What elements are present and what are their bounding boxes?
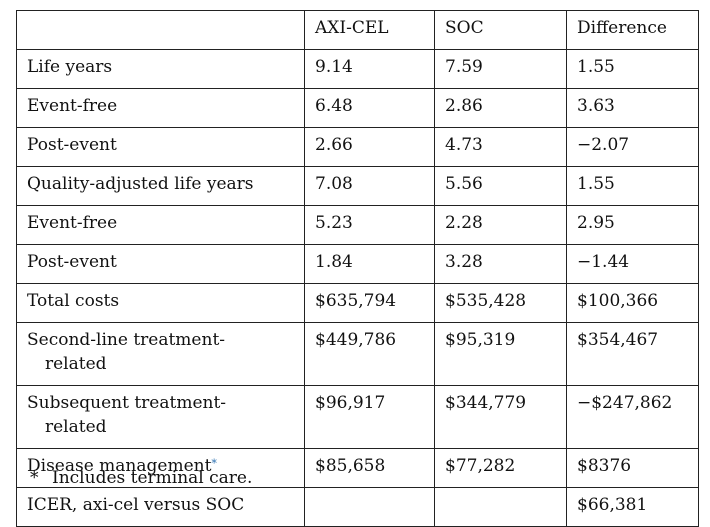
cell-axicel (304, 487, 435, 527)
cell-axicel: $96,917 (304, 385, 435, 449)
footnote: * Includes terminal care. (30, 466, 252, 490)
cell-soc: 4.73 (434, 127, 567, 167)
header-cell-label (16, 10, 305, 50)
row-label: ICER, axi-cel versus SOC (16, 487, 305, 527)
table-row: ICER, axi-cel versus SOC $66,381 (16, 487, 699, 527)
cell-difference: −$247,862 (566, 385, 699, 449)
cell-soc: 3.28 (434, 244, 567, 284)
cell-axicel: 7.08 (304, 166, 435, 206)
row-label: Post-event (16, 244, 305, 284)
cell-axicel: 1.84 (304, 244, 435, 284)
cell-difference: $100,366 (566, 283, 699, 323)
row-label: Quality-adjusted life years (16, 166, 305, 206)
row-label-text: Disease management (27, 456, 212, 476)
row-label-line1: Subsequent treatment- (27, 393, 227, 413)
row-label: Event-free (16, 88, 305, 128)
cell-soc: 2.86 (434, 88, 567, 128)
row-label: Post-event (16, 127, 305, 167)
cell-soc: 5.56 (434, 166, 567, 206)
table-row: Total costs $635,794 $535,428 $100,366 (16, 283, 699, 323)
cell-difference: 1.55 (566, 166, 699, 206)
cell-soc: $95,319 (434, 322, 567, 386)
table-row: Event-free 6.48 2.86 3.63 (16, 88, 699, 128)
footnote-marker: * (30, 468, 39, 488)
cell-axicel: $449,786 (304, 322, 435, 386)
cell-soc: 7.59 (434, 49, 567, 89)
row-label: Event-free (16, 205, 305, 245)
cell-difference: $66,381 (566, 487, 699, 527)
table-row: Post-event 1.84 3.28 −1.44 (16, 244, 699, 284)
table-row: Event-free 5.23 2.28 2.95 (16, 205, 699, 245)
table-row: Post-event 2.66 4.73 −2.07 (16, 127, 699, 167)
table-row: Life years 9.14 7.59 1.55 (16, 49, 699, 89)
header-cell-difference: Difference (566, 10, 699, 50)
cell-difference: −2.07 (566, 127, 699, 167)
footnote-text: Includes terminal care. (52, 468, 253, 488)
row-label: Life years (16, 49, 305, 89)
row-label-line1: Second-line treatment- (27, 330, 226, 350)
row-label: Subsequent treatment- related (16, 385, 305, 449)
cell-difference: −1.44 (566, 244, 699, 284)
cell-soc: $535,428 (434, 283, 567, 323)
footnote-link[interactable]: * (211, 457, 217, 470)
cell-axicel: 2.66 (304, 127, 435, 167)
cell-axicel: 9.14 (304, 49, 435, 89)
cell-difference: 3.63 (566, 88, 699, 128)
cell-difference: $354,467 (566, 322, 699, 386)
row-label-line2: related (45, 417, 107, 437)
cell-soc (434, 487, 567, 527)
table-row: Quality-adjusted life years 7.08 5.56 1.… (16, 166, 699, 206)
table-row: Disease management* $85,658 $77,282 $837… (16, 448, 699, 488)
cell-axicel: 5.23 (304, 205, 435, 245)
table-row: Second-line treatment- related $449,786 … (16, 322, 699, 386)
cell-axicel: $635,794 (304, 283, 435, 323)
row-label-line2: related (45, 354, 107, 374)
cell-difference: 2.95 (566, 205, 699, 245)
header-row: AXI-CEL SOC Difference (16, 10, 699, 50)
cell-soc: $344,779 (434, 385, 567, 449)
cell-difference: $8376 (566, 448, 699, 488)
table-row: Subsequent treatment- related $96,917 $3… (16, 385, 699, 449)
cell-soc: 2.28 (434, 205, 567, 245)
cell-soc: $77,282 (434, 448, 567, 488)
cell-axicel: $85,658 (304, 448, 435, 488)
cell-difference: 1.55 (566, 49, 699, 89)
row-label: Total costs (16, 283, 305, 323)
row-label: Disease management* (16, 448, 305, 488)
header-cell-axicel: AXI-CEL (304, 10, 435, 50)
row-label: Second-line treatment- related (16, 322, 305, 386)
header-cell-soc: SOC (434, 10, 567, 50)
cell-axicel: 6.48 (304, 88, 435, 128)
results-table: AXI-CEL SOC Difference Life years 9.14 7… (16, 10, 699, 527)
